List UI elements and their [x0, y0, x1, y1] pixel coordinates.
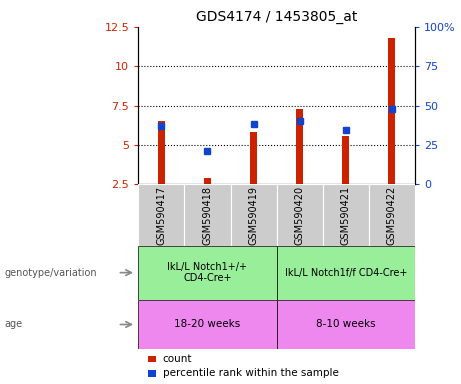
Text: percentile rank within the sample: percentile rank within the sample [163, 368, 339, 378]
Bar [250, 132, 257, 184]
Text: GSM590417: GSM590417 [156, 185, 166, 245]
Bar [184, 184, 230, 246]
Bar [158, 121, 165, 184]
Text: IkL/L Notch1f/f CD4-Cre+: IkL/L Notch1f/f CD4-Cre+ [284, 268, 407, 278]
Bar [342, 136, 349, 184]
Text: GSM590419: GSM590419 [248, 185, 259, 245]
Bar [369, 184, 415, 246]
Bar [148, 370, 156, 377]
Bar [138, 300, 277, 349]
Text: count: count [163, 354, 192, 364]
Title: GDS4174 / 1453805_at: GDS4174 / 1453805_at [196, 10, 357, 25]
Bar [230, 184, 277, 246]
Bar [277, 246, 415, 300]
Bar [277, 300, 415, 349]
Text: GSM590421: GSM590421 [341, 185, 351, 245]
Bar [148, 356, 156, 362]
Bar [388, 38, 396, 184]
Text: 8-10 weeks: 8-10 weeks [316, 319, 376, 329]
Text: age: age [5, 319, 23, 329]
Bar [138, 184, 184, 246]
Bar [296, 109, 303, 184]
Text: IkL/L Notch1+/+
CD4-Cre+: IkL/L Notch1+/+ CD4-Cre+ [167, 262, 248, 283]
Text: GSM590418: GSM590418 [202, 185, 213, 245]
Bar [277, 184, 323, 246]
Bar [138, 246, 277, 300]
Text: 18-20 weeks: 18-20 weeks [174, 319, 241, 329]
Bar [323, 184, 369, 246]
Text: GSM590422: GSM590422 [387, 185, 397, 245]
Text: genotype/variation: genotype/variation [5, 268, 97, 278]
Text: GSM590420: GSM590420 [295, 185, 305, 245]
Bar [204, 178, 211, 184]
